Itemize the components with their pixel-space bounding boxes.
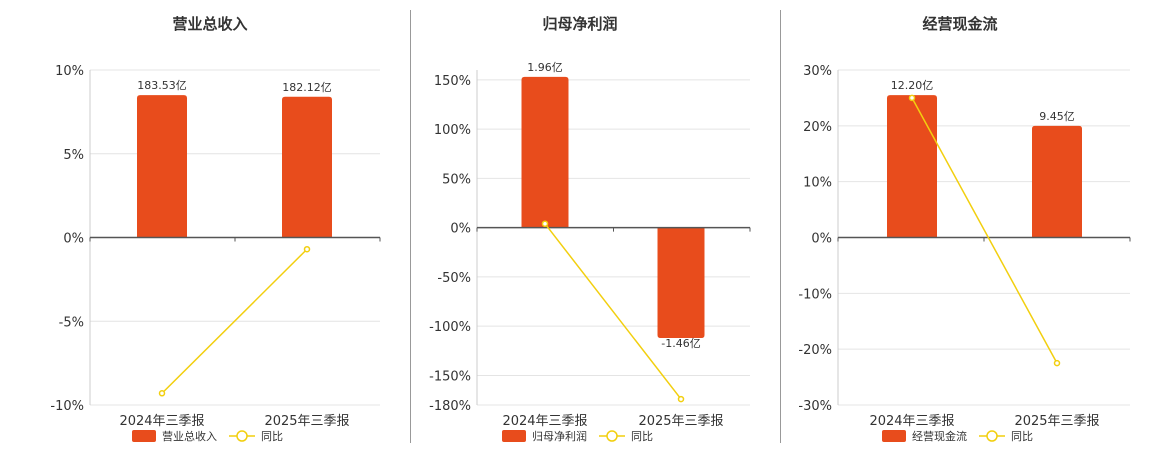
y-tick-label: 0%	[63, 232, 84, 247]
legend-bar-swatch	[882, 430, 906, 442]
legend-bar-swatch	[132, 430, 156, 442]
legend-line-marker	[606, 430, 618, 442]
y-tick-label: -20%	[798, 343, 832, 358]
legend-line-marker	[236, 430, 248, 442]
legend: 归母净利润 同比	[502, 429, 653, 443]
y-tick-label: -30%	[798, 399, 832, 414]
legend-line-marker	[986, 430, 998, 442]
bar	[137, 95, 187, 238]
legend: 营业总收入 同比	[132, 429, 283, 443]
yoy-point	[1053, 359, 1061, 367]
bar-data-label: 12.20亿	[891, 79, 934, 92]
y-tick-label: 0%	[450, 222, 471, 237]
y-tick-label: 0%	[811, 232, 832, 247]
bar-data-label: -1.46亿	[661, 337, 700, 350]
y-tick-label: 10%	[55, 64, 84, 79]
y-tick-label: -5%	[59, 315, 84, 330]
x-category-label: 2025年三季报	[1014, 414, 1099, 429]
y-tick-label: 10%	[803, 176, 832, 191]
x-category-label: 2025年三季报	[638, 414, 723, 429]
yoy-point	[908, 94, 916, 102]
legend-bar-label: 归母净利润	[532, 429, 587, 443]
x-category-label: 2024年三季报	[119, 414, 204, 429]
legend-line-label: 同比	[261, 430, 283, 443]
y-tick-label: 5%	[63, 148, 84, 163]
yoy-point	[677, 395, 685, 403]
bar-data-label: 182.12亿	[282, 81, 332, 94]
yoy-line	[911, 97, 1058, 364]
bar	[521, 76, 569, 228]
y-tick-label: 20%	[803, 120, 832, 135]
y-tick-label: -50%	[437, 271, 471, 286]
chart-title: 营业总收入	[172, 15, 247, 33]
chart-panel-2: 归母净利润 150% 100% 50% 0% -50% -100% -150% -180% 1.9…	[429, 15, 751, 443]
bar	[1032, 125, 1082, 238]
legend-line-label: 同比	[631, 430, 653, 443]
yoy-line	[544, 223, 682, 400]
x-category-label: 2025年三季报	[264, 414, 349, 429]
y-tick-label: -100%	[429, 320, 471, 335]
bar-data-label: 1.96亿	[527, 61, 563, 74]
y-tick-label: -10%	[798, 287, 832, 302]
y-tick-label: -150%	[429, 369, 471, 384]
bar-data-label: 9.45亿	[1039, 110, 1075, 123]
legend-bar-label: 经营现金流	[912, 429, 967, 443]
legend: 经营现金流 同比	[882, 429, 1033, 443]
y-tick-label: 30%	[803, 64, 832, 79]
legend-line-label: 同比	[1011, 430, 1033, 443]
y-tick-label: 50%	[442, 172, 471, 187]
chart-panel-1: 营业总收入 10% 5% 0% -5% -10% 183.53亿 182.12亿 2024年三季…	[50, 15, 381, 443]
y-tick-label: -10%	[50, 399, 84, 414]
yoy-point	[303, 245, 311, 253]
bar-data-label: 183.53亿	[137, 79, 187, 92]
y-tick-label: 100%	[434, 123, 471, 138]
legend-bar-label: 营业总收入	[162, 429, 217, 443]
chart-title: 归母净利润	[542, 15, 617, 33]
chart-title: 经营现金流	[922, 15, 997, 33]
y-tick-label: -180%	[429, 399, 471, 414]
bar	[887, 95, 937, 238]
y-tick-label: 150%	[434, 74, 471, 89]
x-category-label: 2024年三季报	[869, 414, 954, 429]
x-category-label: 2024年三季报	[502, 414, 587, 429]
bar	[282, 96, 332, 238]
bar	[657, 227, 705, 338]
chart-panel-3: 经营现金流 30% 20% 10% 0% -10% -20% -30% 12.20亿 9.45亿 2…	[798, 15, 1131, 443]
legend-bar-swatch	[502, 430, 526, 442]
yoy-line	[161, 248, 308, 394]
yoy-point	[541, 220, 549, 227]
yoy-point	[158, 390, 166, 397]
